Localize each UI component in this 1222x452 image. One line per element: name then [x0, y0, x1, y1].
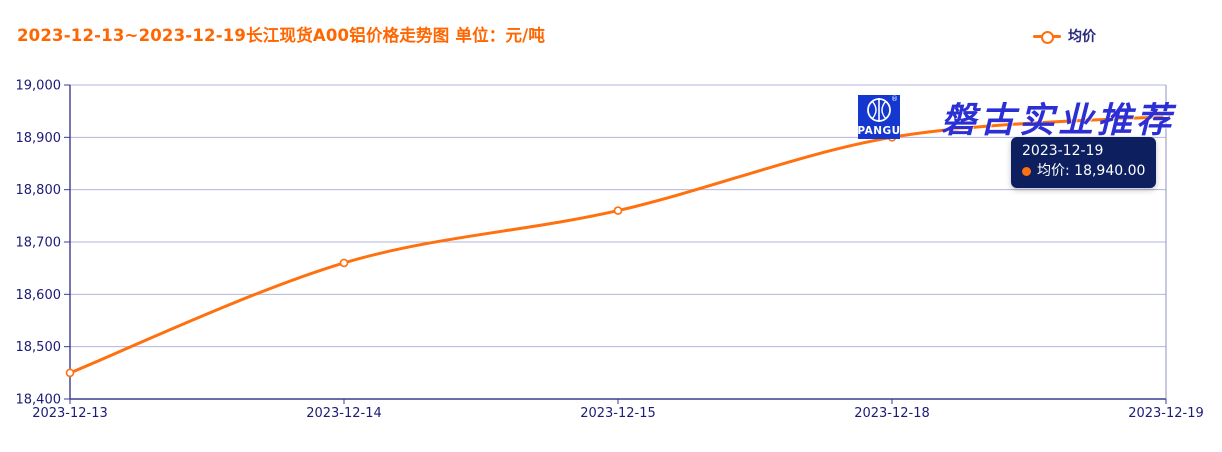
chart-title: 2023-12-13~2023-12-19长江现货A00铝价格走势图 单位：元/…: [17, 26, 546, 45]
y-tick-label: 18,400: [16, 393, 62, 408]
x-tick-label: 2023-12-15: [580, 406, 656, 421]
x-tick-label: 2023-12-14: [306, 406, 382, 421]
x-tick-label: 2023-12-18: [854, 406, 930, 421]
data-point-marker[interactable]: [1161, 112, 1171, 121]
tooltip-entry: 均价: 18,940.00: [1037, 163, 1146, 180]
y-tick-label: 18,600: [16, 288, 62, 303]
y-tick-label: 19,000: [16, 79, 62, 94]
legend-label: 均价: [1068, 29, 1096, 45]
y-tick-label: 18,500: [16, 340, 62, 355]
pangu-logo-text: PANGU: [857, 125, 901, 137]
y-tick-label: 18,800: [16, 183, 62, 198]
x-tick-label: 2023-12-19: [1128, 406, 1204, 421]
avg-price-line: [68, 114, 1168, 375]
tooltip: 2023-12-19 均价: 18,940.00: [1011, 137, 1157, 188]
tooltip-series-dot-icon: [1022, 166, 1031, 176]
data-point-marker[interactable]: [339, 258, 349, 268]
data-point-marker[interactable]: [613, 206, 623, 215]
y-tick-label: 18,900: [16, 131, 62, 146]
legend-item-avg-price[interactable]: 均价: [1033, 26, 1096, 46]
registered-trademark-icon: ®: [891, 95, 898, 103]
tooltip-date: 2023-12-19: [1022, 143, 1104, 159]
x-tick-label: 2023-12-13: [32, 406, 108, 421]
pangu-globe-icon: [867, 98, 891, 122]
legend-line-marker-icon: [1033, 29, 1061, 44]
y-tick-label: 18,700: [16, 236, 62, 251]
watermark-text: 磐古实业推荐: [941, 100, 1176, 141]
pangu-logo: ® PANGU: [857, 95, 901, 139]
data-point-marker[interactable]: [65, 368, 75, 378]
